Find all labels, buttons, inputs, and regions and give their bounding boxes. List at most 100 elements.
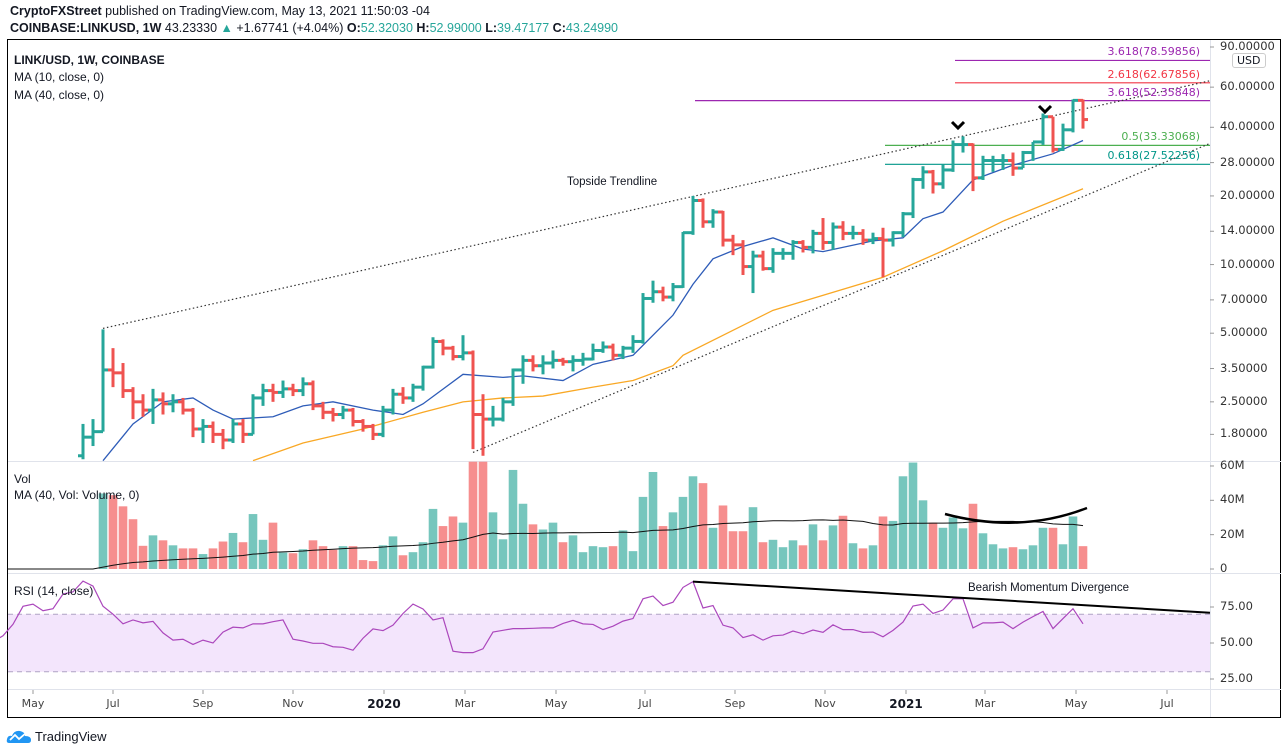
price-bar <box>888 231 898 247</box>
logo-text: TradingView <box>35 728 107 744</box>
price-bar <box>968 143 978 192</box>
volume-bar <box>558 542 568 569</box>
close-value: 43.24990 <box>565 21 619 35</box>
time-axis-label: Jul <box>638 697 652 710</box>
price-bar <box>78 423 88 460</box>
price-bar <box>858 229 868 245</box>
volume-bar <box>548 522 558 569</box>
price-bar <box>788 240 798 260</box>
price-bar <box>658 286 668 302</box>
price-bar <box>268 383 278 402</box>
tradingview-logo[interactable]: TradingView <box>6 728 107 744</box>
volume-bar <box>308 540 318 569</box>
price-bar <box>548 350 558 369</box>
volume-bar <box>288 553 298 569</box>
price-bar <box>958 136 968 153</box>
volume-axis-label: 20M <box>1220 526 1245 541</box>
up-triangle-icon: ▲ <box>220 21 233 35</box>
price-bar <box>1028 140 1038 161</box>
legend-rsi[interactable]: RSI (14, close) <box>14 584 94 598</box>
volume-bar <box>1058 544 1068 569</box>
rsi-axis-label: 75.00 <box>1220 599 1253 613</box>
price-bar <box>378 405 388 438</box>
volume-bar <box>708 527 718 569</box>
time-axis-label: Mar <box>974 697 996 710</box>
price-bar <box>728 234 738 256</box>
volume-bar <box>918 500 928 569</box>
publisher-name[interactable]: CryptoFXStreet <box>10 4 102 18</box>
volume-bars <box>8 461 1088 570</box>
fib-level-label: 3.618(78.59856) <box>1107 45 1200 59</box>
price-bar <box>248 394 258 436</box>
price-bar <box>918 166 928 189</box>
price-bar <box>188 407 198 438</box>
volume-bar <box>888 520 898 569</box>
price-bar <box>458 335 468 361</box>
price-bar <box>288 383 298 397</box>
price-axis-label: 5.00000 <box>1220 325 1268 340</box>
volume-bar <box>998 548 1008 569</box>
price-bar <box>1058 123 1068 151</box>
volume-bar <box>598 547 608 569</box>
price-bar <box>988 155 998 172</box>
chart-frame[interactable] <box>7 39 1281 718</box>
price-bar <box>538 355 548 375</box>
volume-bar <box>988 544 998 569</box>
legend-volume[interactable]: Vol <box>14 472 31 486</box>
time-axis-label: May <box>1064 697 1088 710</box>
price-bar <box>848 225 858 240</box>
volume-bar <box>278 552 288 569</box>
price-bar <box>348 407 358 427</box>
price-bar <box>838 221 848 241</box>
volume-bar <box>928 522 938 569</box>
fib-level-label: 3.618(52.35848) <box>1107 85 1200 99</box>
price-bar <box>388 388 398 415</box>
volume-bar <box>108 495 118 569</box>
price-bar <box>688 195 698 235</box>
time-axis-label: Nov <box>814 697 836 710</box>
legend-ma40[interactable]: MA (40, close, 0) <box>14 88 105 102</box>
time-axis-label: May <box>544 697 568 710</box>
price-bar <box>118 363 128 398</box>
price-bar <box>768 248 778 273</box>
price-bar <box>938 164 948 189</box>
volume-bar <box>118 506 128 569</box>
volume-bar <box>298 549 308 569</box>
volume-axis-label: 0 <box>1220 561 1228 575</box>
volume-bar <box>648 471 658 569</box>
legend-ma10[interactable]: MA (10, close, 0) <box>14 70 105 84</box>
price-bar <box>408 383 418 402</box>
low-label: L: <box>485 21 498 35</box>
volume-curve-annotation <box>944 506 1088 524</box>
volume-bar <box>818 540 828 569</box>
volume-bar <box>678 496 688 569</box>
rsi-axis-label: 50.00 <box>1220 635 1253 649</box>
currency-badge[interactable]: USD <box>1232 53 1266 68</box>
price-bar <box>448 345 458 361</box>
price-bars <box>78 98 1088 460</box>
peak-chevron-icon <box>1037 104 1053 115</box>
volume-bar <box>828 525 838 569</box>
price-bar <box>278 380 288 398</box>
price-axis-label: 28.00000 <box>1220 154 1275 169</box>
price-axis-label: 3.50000 <box>1220 360 1268 375</box>
price-bar <box>1038 113 1048 145</box>
price-bar <box>588 343 598 361</box>
price-bar <box>108 348 118 388</box>
price-bar <box>1068 98 1078 133</box>
topside-trendline <box>102 80 1210 329</box>
price-bar <box>308 380 318 411</box>
trendlines <box>102 80 1210 453</box>
ma40-line <box>252 188 1084 461</box>
price-change: +1.67741 (+4.04%) <box>236 21 344 35</box>
volume-bar <box>808 524 818 569</box>
legend-volume-ma[interactable]: MA (40, Vol: Volume, 0) <box>14 488 140 502</box>
price-bar <box>138 394 148 417</box>
price-bar <box>258 383 268 406</box>
volume-bar <box>538 529 548 569</box>
volume-bar <box>578 552 588 569</box>
price-bar <box>1008 152 1018 176</box>
legend-title: LINK/USD, 1W, COINBASE <box>14 53 165 67</box>
volume-bar <box>588 546 598 569</box>
